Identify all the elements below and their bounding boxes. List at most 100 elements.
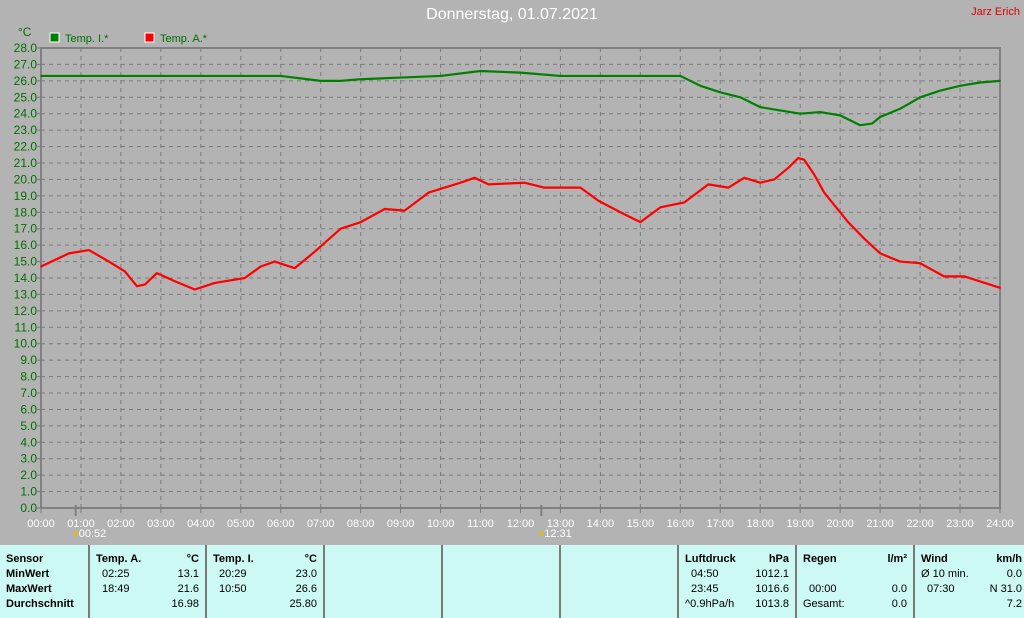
max-value: 1016.6 xyxy=(755,583,789,595)
marker-label: 12:31 xyxy=(544,528,572,540)
data-point xyxy=(144,283,146,286)
min-value: 1012.1 xyxy=(755,568,789,580)
y-tick-label: 17.0 xyxy=(14,222,38,236)
max-label: MaxWert xyxy=(6,583,52,595)
data-point xyxy=(797,157,800,159)
data-point xyxy=(273,260,276,263)
x-tick-label: 21:00 xyxy=(866,518,894,530)
data-point xyxy=(339,227,342,230)
y-tick-label: 18.0 xyxy=(14,205,38,219)
min-time: 04:50 xyxy=(691,568,719,580)
data-point xyxy=(439,75,442,77)
col-sensor: Sensor MinWert MaxWert Durchschnitt xyxy=(0,545,88,618)
x-tick-label: 23:00 xyxy=(946,518,974,530)
hdr: Luftdruck xyxy=(685,553,736,565)
x-tick-label: 07:00 xyxy=(307,518,335,530)
data-point xyxy=(679,75,682,77)
data-point xyxy=(156,272,158,274)
data-point xyxy=(699,84,702,87)
data-point xyxy=(88,249,90,251)
avg-label: Ø 10 min. xyxy=(921,568,969,580)
y-tick-label: 16.0 xyxy=(14,238,38,252)
hdr: Temp. A. xyxy=(96,553,142,565)
x-tick-label: 11:00 xyxy=(467,518,494,530)
data-point xyxy=(963,275,965,278)
stats-table: Sensor MinWert MaxWert Durchschnitt Temp… xyxy=(0,545,1024,618)
data-point xyxy=(863,237,865,240)
data-point xyxy=(279,75,282,77)
moonset-icon: ✦ xyxy=(537,529,545,540)
col-temp-a: Temp. A. °C 02:25 13.1 18:49 21.6 16.98 xyxy=(88,545,205,618)
data-point xyxy=(839,114,841,117)
x-tick-label: 16:00 xyxy=(667,518,695,530)
time: 00:00 xyxy=(809,583,837,595)
x-tick-label: 08:00 xyxy=(347,518,375,530)
max-time: 18:49 xyxy=(102,583,130,595)
y-tick-label: 25.0 xyxy=(14,90,38,104)
x-tick-label: 10:00 xyxy=(427,518,455,530)
data-point xyxy=(383,208,386,210)
min-value: 23.0 xyxy=(295,568,317,580)
data-point xyxy=(359,221,362,223)
data-point xyxy=(319,80,322,82)
data-point xyxy=(999,80,1001,82)
max-time: 23:45 xyxy=(691,583,719,595)
data-point xyxy=(779,109,782,112)
y-tick-label: 12.0 xyxy=(14,304,38,318)
y-tick-label: 1.0 xyxy=(20,485,37,499)
col-wind: Wind km/h Ø 10 min. 0.0 07:30 N 31.0 7.2 xyxy=(913,545,1024,618)
hdr: Regen xyxy=(803,553,837,565)
x-tick-label: 06:00 xyxy=(267,518,295,530)
hdr: Temp. I. xyxy=(213,553,254,565)
y-tick-label: 15.0 xyxy=(14,255,38,269)
data-point xyxy=(194,288,196,291)
data-point xyxy=(773,178,776,181)
max-value: N 31.0 xyxy=(989,583,1022,595)
y-tick-label: 9.0 xyxy=(20,353,37,367)
data-point xyxy=(943,275,945,278)
col-temp-i: Temp. I. °C 20:29 23.0 10:50 26.6 25.80 xyxy=(205,545,323,618)
col-luftdruck: Luftdruck hPa 04:50 1012.1 23:45 1016.6 ^0.… xyxy=(677,545,795,618)
data-point xyxy=(939,89,941,92)
y-tick-label: 4.0 xyxy=(20,435,37,449)
data-point xyxy=(479,70,482,72)
data-point xyxy=(803,158,806,161)
y-tick-label: 22.0 xyxy=(14,140,38,154)
y-axis-unit: °C xyxy=(18,25,32,39)
avg-value: 0.0 xyxy=(1006,568,1022,580)
avg-value: 1013.8 xyxy=(755,598,789,610)
x-tick-label: 24:00 xyxy=(986,518,1014,530)
data-point xyxy=(619,211,622,214)
temperature-chart: 0.0 1.0 2.0 3.0 4.0 5.0 6.0 7.0 8.0 9.0 10.0 11.0 12… xyxy=(14,25,1014,540)
legend-swatch xyxy=(49,32,60,43)
y-tick-label: 27.0 xyxy=(14,57,38,71)
value: 7.2 xyxy=(1006,598,1022,610)
min-value: 13.1 xyxy=(177,568,199,580)
series-line-temp-a xyxy=(40,156,1001,291)
data-point xyxy=(919,262,921,265)
y-tick-label: 10.0 xyxy=(14,337,38,351)
data-point xyxy=(719,91,722,94)
author-label: Jarz Erich xyxy=(971,6,1020,18)
total-label: Gesamt: xyxy=(803,598,845,610)
data-point xyxy=(313,250,316,253)
max-value: 26.6 xyxy=(295,583,317,595)
x-tick-label: 22:00 xyxy=(906,518,934,530)
unit: hPa xyxy=(768,553,789,565)
y-tick-label: 21.0 xyxy=(14,156,38,170)
value: 0.0 xyxy=(891,583,907,595)
data-point xyxy=(293,267,296,269)
series-line-temp-i xyxy=(41,69,1001,127)
col-empty xyxy=(559,545,677,618)
data-point xyxy=(523,181,526,184)
data-point xyxy=(959,84,961,87)
min-label: MinWert xyxy=(6,568,50,580)
data-point xyxy=(659,206,662,209)
data-point xyxy=(136,285,138,288)
y-tick-label: 11.0 xyxy=(15,320,38,334)
data-point xyxy=(40,265,42,268)
max-value: 21.6 xyxy=(177,583,199,595)
unit: km/h xyxy=(996,553,1022,565)
data-point xyxy=(683,201,686,204)
data-point xyxy=(879,252,881,255)
